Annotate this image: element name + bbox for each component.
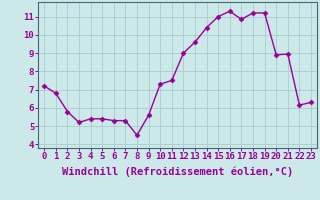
X-axis label: Windchill (Refroidissement éolien,°C): Windchill (Refroidissement éolien,°C) [62, 167, 293, 177]
